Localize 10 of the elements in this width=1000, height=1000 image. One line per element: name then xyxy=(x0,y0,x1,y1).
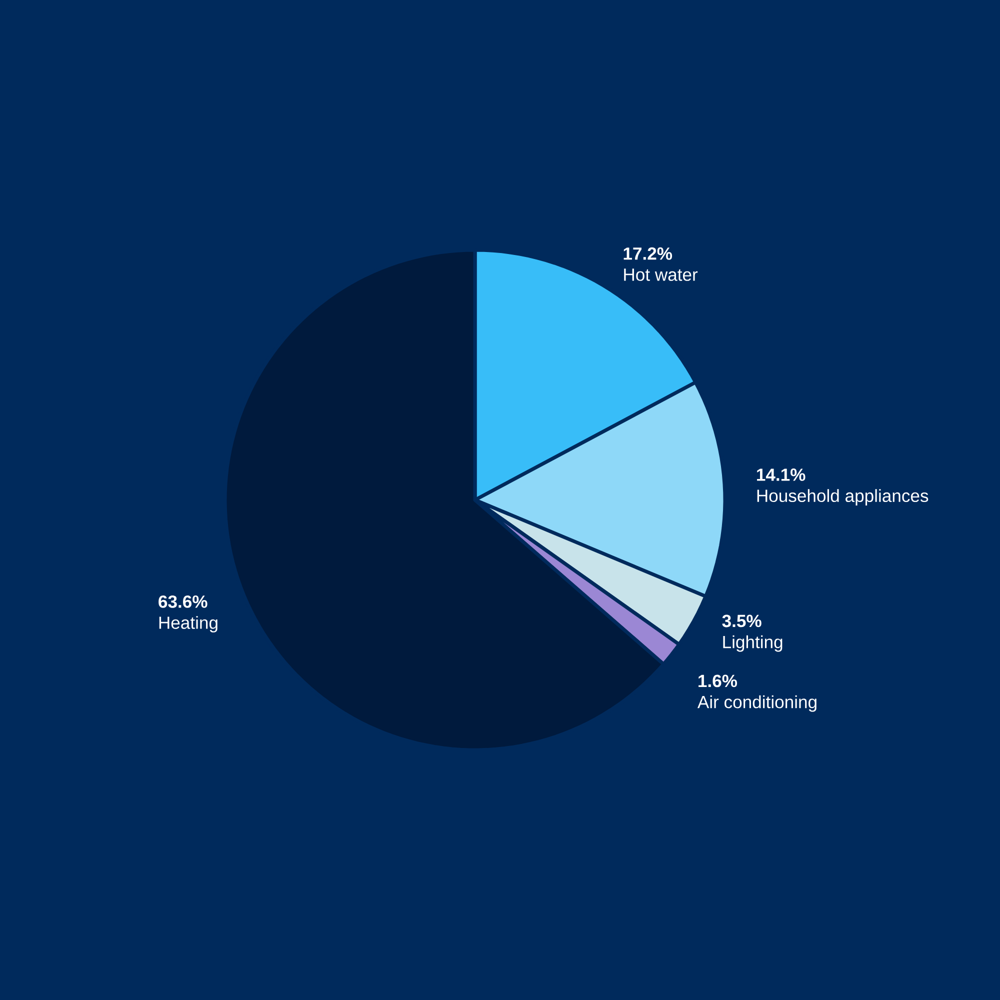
slice-label: Hot water xyxy=(624,268,698,281)
data-label: 1.6% xyxy=(698,674,738,688)
data-label: 63.6% xyxy=(158,595,208,608)
data-label: 3.5% xyxy=(722,614,762,628)
slice-label: Household appliances xyxy=(757,489,928,506)
slice-label: Lighting xyxy=(723,635,782,652)
data-label: 17.2% xyxy=(624,247,672,260)
data-label: 14.1% xyxy=(757,468,806,481)
slice-label: Air conditioning xyxy=(697,695,816,712)
slice-label: Heating xyxy=(159,616,218,632)
